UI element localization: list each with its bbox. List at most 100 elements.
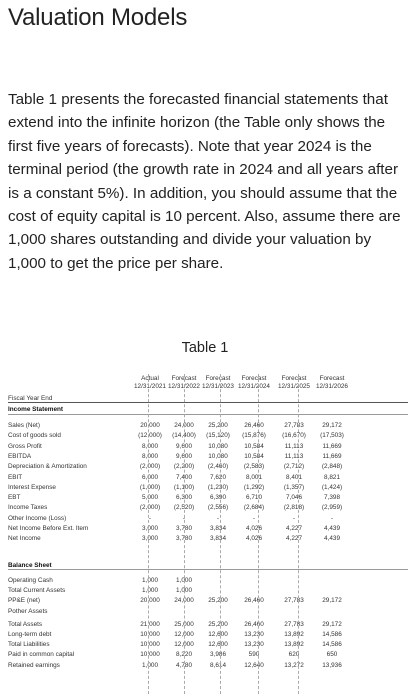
row-label: EBIT xyxy=(8,473,23,481)
cell-value: 12/31/2025 xyxy=(278,383,310,390)
cell-value: 10,000 xyxy=(140,630,160,638)
cell-value: 12,640 xyxy=(244,661,264,669)
column-separator xyxy=(258,374,259,694)
header-date-row: 12/31/2021 12/31/2022 12/31/2023 12/31/2024… xyxy=(8,382,408,391)
income-row: Interest Expense (1,000) (1,100) (1,230) (1,… xyxy=(8,483,408,492)
cell-value: 14,586 xyxy=(322,630,342,638)
column-separator xyxy=(298,374,299,694)
row-label: Cost of goods sold xyxy=(8,432,61,440)
cell-value: (2,848) xyxy=(321,463,343,471)
row-label: EBT xyxy=(8,494,21,502)
income-row: EBITDA 8,000 9,600 10,080 10,584 11,113 11,669 xyxy=(8,452,408,461)
cell-value: 10,080 xyxy=(208,442,228,450)
divider xyxy=(8,402,408,403)
divider xyxy=(8,568,408,570)
cell-value: 25,000 xyxy=(174,620,194,628)
balance-row: Retained earnings 1,000 4,780 8,614 12,640 13… xyxy=(8,661,408,670)
cell-value: 27,783 xyxy=(284,597,304,605)
balance-row: PP&E (net) 20,000 24,000 25,200 26,460 27,783… xyxy=(8,596,408,605)
row-label: PP&E (net) xyxy=(8,597,40,605)
balance-row: Total Liabilities 10,000 12,000 12,600 13,23… xyxy=(8,640,408,649)
income-row: Cost of goods sold (12,000) (14,400) (15,12… xyxy=(8,431,408,440)
cell-value: 4,439 xyxy=(324,525,340,532)
cell-value: 3,000 xyxy=(142,525,158,532)
cell-value: 26,460 xyxy=(244,422,264,429)
row-label: Gross Profit xyxy=(8,442,42,450)
cell-value: 8,000 xyxy=(142,452,158,460)
cell-value: 12/31/2024 xyxy=(238,383,270,390)
cell-value: (2,818) xyxy=(283,504,305,512)
row-label: Income Taxes xyxy=(8,504,48,512)
cell-value: 26,460 xyxy=(244,597,264,605)
cell-value: 11,669 xyxy=(322,442,342,450)
cell-value: 10,584 xyxy=(244,442,264,450)
cell-value: 12/31/2021 xyxy=(134,383,166,390)
cell-value: 4,026 xyxy=(246,535,262,543)
balance-row: Pother Assets xyxy=(8,607,408,616)
cell-value: 8,401 xyxy=(286,473,302,481)
balance-row: Paid in common capital 10,000 8,220 3,986 59… xyxy=(8,650,408,659)
cell-value: 8,821 xyxy=(324,473,340,481)
cell-value: 27,783 xyxy=(284,620,304,628)
balance-row: Long-term debt 10,000 12,000 12,600 13,230 13… xyxy=(8,630,408,639)
fiscal-year-row: Fiscal Year End xyxy=(8,394,408,403)
cell-value: 3,834 xyxy=(210,535,226,543)
cell-value: 3,000 xyxy=(142,535,158,543)
cell-value: - xyxy=(216,514,220,522)
cell-value: 13,936 xyxy=(322,661,342,669)
intro-paragraph: Table 1 presents the forecasted financia… xyxy=(8,91,401,272)
cell-value: 7,620 xyxy=(210,473,226,481)
cell-value: 13,230 xyxy=(244,641,264,649)
column-separator xyxy=(184,374,185,694)
cell-value: Forecast xyxy=(241,375,267,382)
row-label: Net Income xyxy=(8,535,41,543)
balance-row: Operating Cash 1,000 1,000 xyxy=(8,576,408,585)
row-label: Sales (Net) xyxy=(8,422,40,429)
cell-value: (2,583) xyxy=(243,463,265,471)
cell-value: 29,172 xyxy=(322,597,342,605)
cell-value: 6,710 xyxy=(246,494,262,502)
cell-value: (16,670) xyxy=(282,432,306,440)
cell-value: (2,000) xyxy=(139,463,161,471)
cell-value: (12,000) xyxy=(138,432,162,440)
cell-value: 13,272 xyxy=(284,661,304,669)
row-label: Fiscal Year End xyxy=(8,395,53,402)
cell-value: 12,600 xyxy=(208,630,228,638)
cell-value: 25,200 xyxy=(208,422,228,429)
cell-value: (2,712) xyxy=(283,463,305,471)
table-caption: Table 1 xyxy=(181,340,229,356)
cell-value: 24,000 xyxy=(174,597,194,605)
cell-value: 1,000 xyxy=(142,586,158,594)
cell-value: 25,200 xyxy=(208,620,228,628)
divider xyxy=(8,414,408,415)
balance-row: Total Assets 21,000 25,000 25,200 26,460 27,7… xyxy=(8,620,408,629)
row-label: Operating Cash xyxy=(8,576,53,584)
cell-value: 3,986 xyxy=(210,651,226,659)
cell-value: 11,113 xyxy=(284,442,304,450)
cell-value: - xyxy=(330,514,334,522)
cell-value: - xyxy=(292,514,296,522)
cell-value: Forecast xyxy=(205,375,231,382)
cell-value: 20,000 xyxy=(140,422,160,429)
cell-value: (17,503) xyxy=(320,432,344,440)
column-separator xyxy=(148,374,149,694)
cell-value: 7,398 xyxy=(324,494,340,502)
cell-value: 5,000 xyxy=(142,494,158,502)
row-label: Total Current Assets xyxy=(8,586,66,594)
cell-value: 10,080 xyxy=(208,452,228,460)
balance-sheet-header: Balance Sheet xyxy=(8,561,408,570)
cell-value: 4,227 xyxy=(286,535,302,543)
cell-value: 12,600 xyxy=(208,641,228,649)
cell-value: (1,292) xyxy=(243,483,265,491)
income-row: Other Income (Loss) - - - - - - xyxy=(8,514,408,523)
income-row: EBT 5,000 6,300 6,390 6,710 7,046 7,398 xyxy=(8,493,408,502)
income-row: Sales (Net) 20,000 24,000 25,200 26,460 27,78… xyxy=(8,421,408,430)
cell-value: 24,000 xyxy=(174,422,194,429)
cell-value: - xyxy=(182,514,186,522)
cell-value: 29,172 xyxy=(322,620,342,628)
cell-value: 21,000 xyxy=(140,620,160,628)
income-row: Depreciation & Amortization (2,000) (2,200… xyxy=(8,462,408,471)
row-label: Long-term debt xyxy=(8,630,52,638)
row-label: EBITDA xyxy=(8,452,32,460)
cell-value: Forecast xyxy=(281,375,307,382)
